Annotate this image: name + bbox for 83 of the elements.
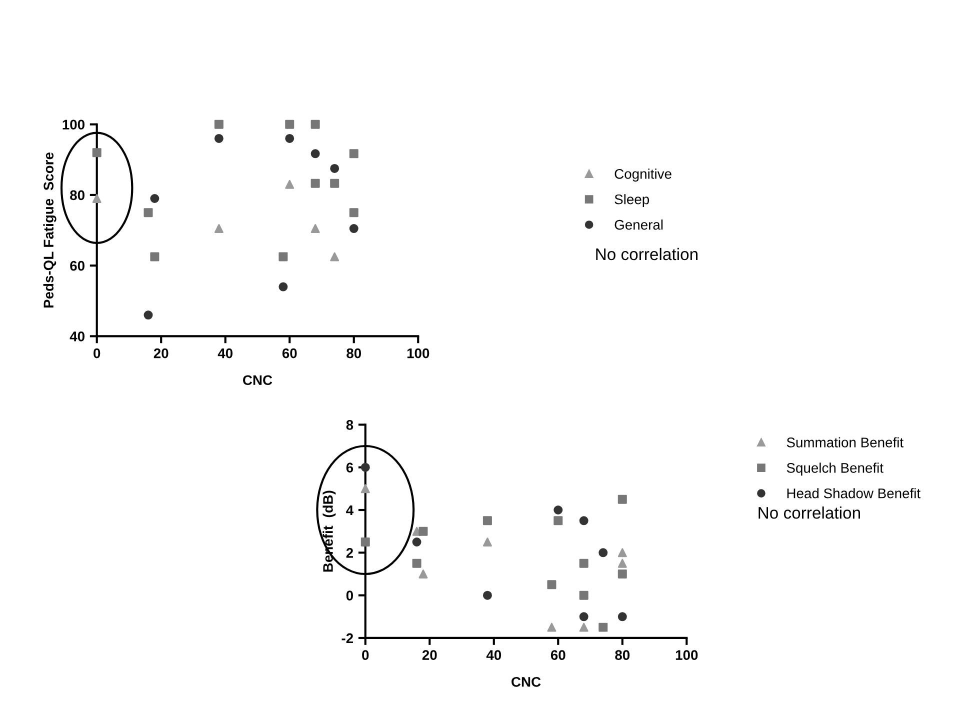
x-axis-title: CNC (512, 676, 541, 687)
point (349, 224, 358, 234)
point (547, 622, 556, 632)
point (412, 558, 422, 568)
point (418, 526, 428, 536)
y-tick-label: 80 (70, 190, 84, 200)
legend-label: Cognitive (614, 168, 672, 182)
y-tick-label: 0 (346, 590, 354, 600)
point (618, 548, 627, 558)
x-axis-title: CNC (243, 375, 272, 386)
x-tick-label: 20 (422, 650, 437, 660)
point (618, 569, 627, 578)
y-tick-label: 40 (70, 332, 84, 342)
point (150, 194, 160, 203)
point (92, 194, 102, 203)
legend-label: Squelch Benefit (786, 462, 884, 476)
point (92, 148, 102, 158)
legend-label: Sleep (614, 194, 650, 208)
y-tick-label: 4 (346, 505, 354, 516)
point (579, 612, 588, 622)
point (144, 310, 153, 320)
x-tick-label: 100 (407, 348, 430, 358)
point (278, 282, 288, 292)
point (418, 569, 428, 578)
point (360, 538, 370, 546)
point (618, 558, 627, 568)
x-tick-label: 40 (486, 650, 502, 660)
x-tick-label: 60 (550, 650, 566, 660)
point (349, 149, 358, 158)
x-tick-label: 100 (676, 650, 698, 660)
point (285, 180, 294, 189)
point (579, 516, 588, 526)
point (310, 149, 320, 158)
point (330, 178, 340, 188)
point (285, 120, 294, 129)
legend-label: Summation Benefit (786, 437, 904, 448)
y-tick-label: 100 (62, 120, 84, 130)
point (618, 612, 627, 622)
x-tick-label: 80 (615, 650, 630, 660)
point (214, 224, 224, 234)
y-tick-label: 60 (70, 260, 84, 271)
x-tick-label: 60 (282, 348, 297, 358)
y-tick-label: -2 (342, 633, 354, 644)
y-tick-label: 8 (346, 420, 354, 430)
x-tick-label: 20 (154, 348, 168, 358)
x-tick-label: 40 (218, 348, 233, 358)
point (360, 484, 370, 494)
point (579, 590, 588, 600)
y-tick-label: 2 (346, 548, 354, 558)
point (150, 252, 160, 262)
point (482, 590, 492, 600)
point (554, 516, 563, 526)
point (482, 516, 492, 526)
point (214, 134, 224, 143)
point (579, 622, 588, 632)
point (482, 538, 492, 546)
text: No correlation (758, 506, 860, 519)
y-axis-title: Benefit (dB) (322, 490, 336, 572)
x-tick-label: 0 (362, 650, 369, 660)
point (310, 178, 320, 188)
point (285, 134, 294, 143)
point (349, 208, 358, 218)
text: No correlation (596, 248, 698, 260)
point (310, 224, 320, 234)
x-tick-label: 0 (94, 348, 100, 358)
legend-label: General (614, 220, 663, 230)
point (412, 538, 422, 546)
point (598, 622, 608, 632)
point (278, 252, 288, 262)
point (579, 558, 588, 568)
point (310, 120, 320, 129)
point (330, 164, 340, 173)
point (360, 462, 370, 472)
point (554, 506, 563, 515)
point (330, 252, 340, 262)
point (598, 548, 608, 558)
y-tick-label: 6 (346, 462, 354, 473)
point (144, 208, 153, 218)
legend-label: Head Shadow Benefit (787, 488, 920, 498)
point (214, 120, 224, 129)
y-axis-title: Peds-QL Fatigue Score (43, 152, 56, 308)
point (618, 494, 627, 504)
point (547, 580, 556, 590)
